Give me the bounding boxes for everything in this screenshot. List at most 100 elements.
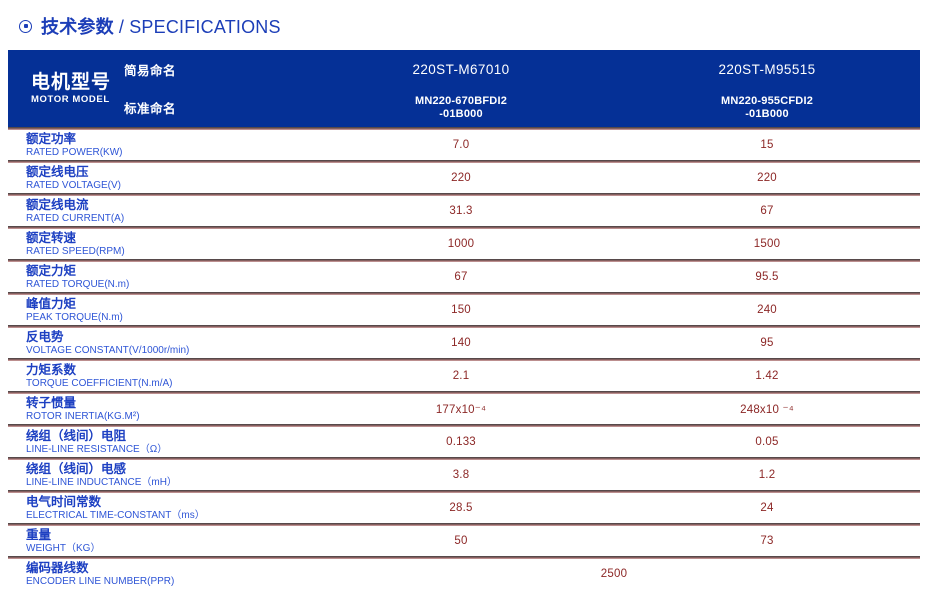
spec-label-zh: 绕组（线间）电感 bbox=[26, 461, 127, 476]
spec-label-zh: 峰值力矩 bbox=[26, 296, 77, 311]
motor-model-block: 电机型号 MOTOR MODEL bbox=[31, 72, 111, 105]
spec-value-col2: 1.2 bbox=[758, 469, 776, 481]
column-2-standard-name: MN220-955CFDI2 -01B000 bbox=[614, 89, 920, 128]
column-1-standard-name: MN220-670BFDI2 -01B000 bbox=[308, 89, 614, 128]
spec-value-col1: 3.8 bbox=[452, 469, 470, 481]
spec-label-en: ENCODER LINE NUMBER(PPR) bbox=[26, 575, 175, 587]
spec-label: 电气时间常数 ELECTRICAL TIME-CONSTANT（ms） bbox=[8, 493, 308, 523]
spec-label-zh: 额定功率 bbox=[26, 131, 77, 146]
table-row-electrical-time-constant: 电气时间常数 ELECTRICAL TIME-CONSTANT（ms） 28.5… bbox=[8, 493, 920, 523]
spec-label: 重量 WEIGHT（KG） bbox=[8, 526, 308, 556]
spec-value-col1: 67 bbox=[454, 271, 468, 283]
spec-value-col1: 28.5 bbox=[449, 502, 473, 514]
spec-value-col2: 95 bbox=[760, 337, 774, 349]
spec-label-en: LINE-LINE RESISTANCE（Ω） bbox=[26, 443, 168, 455]
spec-value-col1: 0.133 bbox=[446, 436, 476, 448]
table-header: 电机型号 MOTOR MODEL 简易命名 标准命名 220ST-M67010 … bbox=[8, 50, 920, 127]
spec-label-en: RATED POWER(KW) bbox=[26, 146, 123, 158]
page-title-zh: 技术参数 bbox=[41, 17, 114, 37]
spec-label-zh: 转子惯量 bbox=[26, 395, 77, 410]
spec-label-zh: 重量 bbox=[26, 527, 52, 542]
row-separator bbox=[8, 523, 920, 526]
specifications-table: 电机型号 MOTOR MODEL 简易命名 标准命名 220ST-M67010 … bbox=[8, 50, 920, 589]
spec-label: 额定功率 RATED POWER(KW) bbox=[8, 130, 308, 160]
page-title-en: / SPECIFICATIONS bbox=[118, 17, 281, 37]
spec-label-zh: 反电势 bbox=[26, 329, 64, 344]
spec-label: 反电势 VOLTAGE CONSTANT(V/1000r/min) bbox=[8, 328, 308, 358]
page-title: 技术参数 / SPECIFICATIONS bbox=[19, 13, 950, 39]
spec-label: 力矩系数 TORQUE COEFFICIENT(N.m/A) bbox=[8, 361, 308, 391]
spec-value-col2: 15 bbox=[760, 139, 774, 151]
spec-label-zh: 额定线电压 bbox=[26, 164, 89, 179]
row-separator bbox=[8, 259, 920, 262]
spec-label: 额定力矩 RATED TORQUE(N.m) bbox=[8, 262, 308, 292]
spec-value-col1: 140 bbox=[451, 337, 471, 349]
row-separator bbox=[8, 391, 920, 394]
table-row-encoder-line-number: 编码器线数 ENCODER LINE NUMBER(PPR) 2500 bbox=[8, 559, 920, 589]
spec-label-zh: 编码器线数 bbox=[26, 560, 89, 575]
spec-label: 转子惯量 ROTOR INERTIA(KG.M²) bbox=[8, 394, 308, 424]
row-separator bbox=[8, 160, 920, 163]
spec-value-col1: 2.1 bbox=[452, 370, 470, 382]
column-1-standard-line1: MN220-670BFDI2 bbox=[414, 94, 508, 107]
motor-model-en: MOTOR MODEL bbox=[31, 94, 110, 105]
spec-value-col2: 73 bbox=[760, 535, 774, 547]
naming-labels: 简易命名 标准命名 bbox=[124, 50, 176, 127]
spec-value-col2: 67 bbox=[760, 205, 774, 217]
spec-label-en: RATED VOLTAGE(V) bbox=[26, 179, 122, 191]
spec-value-col1: 31.3 bbox=[449, 205, 473, 217]
spec-value-col1: 7.0 bbox=[452, 139, 470, 151]
spec-label: 额定线电压 RATED VOLTAGE(V) bbox=[8, 163, 308, 193]
table-row-torque-coefficient: 力矩系数 TORQUE COEFFICIENT(N.m/A) 2.1 1.42 bbox=[8, 361, 920, 391]
row-separator bbox=[8, 457, 920, 460]
spec-label: 额定转速 RATED SPEED(RPM) bbox=[8, 229, 308, 259]
table-row-voltage-constant: 反电势 VOLTAGE CONSTANT(V/1000r/min) 140 95 bbox=[8, 328, 920, 358]
row-separator bbox=[8, 127, 920, 130]
standard-name-label: 标准命名 bbox=[124, 102, 177, 117]
spec-label-en: ROTOR INERTIA(KG.M²) bbox=[26, 410, 140, 422]
spec-value-col1: 150 bbox=[451, 304, 471, 316]
table-row-rated-power: 额定功率 RATED POWER(KW) 7.0 15 bbox=[8, 130, 920, 160]
spec-value-col1: 177x10⁻⁴ bbox=[435, 404, 487, 416]
row-separator bbox=[8, 226, 920, 229]
header-column-2: 220ST-M95515 MN220-955CFDI2 -01B000 bbox=[614, 50, 920, 127]
spec-label: 编码器线数 ENCODER LINE NUMBER(PPR) bbox=[8, 559, 308, 589]
table-row-peak-torque: 峰值力矩 PEAK TORQUE(N.m) 150 240 bbox=[8, 295, 920, 325]
header-column-1: 220ST-M67010 MN220-670BFDI2 -01B000 bbox=[308, 50, 614, 127]
row-separator bbox=[8, 358, 920, 361]
spec-label: 绕组（线间）电阻 LINE-LINE RESISTANCE（Ω） bbox=[8, 427, 308, 457]
spec-label-en: VOLTAGE CONSTANT(V/1000r/min) bbox=[26, 344, 190, 356]
spec-label-en: LINE-LINE INDUCTANCE（mH） bbox=[26, 476, 177, 488]
column-2-simple-name: 220ST-M95515 bbox=[718, 61, 816, 77]
row-separator bbox=[8, 424, 920, 427]
spec-value-col1: 220 bbox=[451, 172, 471, 184]
spec-value-col2: 1500 bbox=[753, 238, 781, 250]
spec-label-zh: 额定转速 bbox=[26, 230, 77, 245]
row-separator bbox=[8, 193, 920, 196]
spec-label-en: TORQUE COEFFICIENT(N.m/A) bbox=[26, 377, 173, 389]
spec-label: 额定线电流 RATED CURRENT(A) bbox=[8, 196, 308, 226]
row-separator bbox=[8, 490, 920, 493]
spec-label-en: RATED SPEED(RPM) bbox=[26, 245, 125, 257]
motor-model-zh: 电机型号 bbox=[31, 72, 112, 93]
page-title-text: 技术参数 / SPECIFICATIONS bbox=[41, 13, 281, 39]
table-row-rated-voltage: 额定线电压 RATED VOLTAGE(V) 220 220 bbox=[8, 163, 920, 193]
table-row-rated-speed: 额定转速 RATED SPEED(RPM) 1000 1500 bbox=[8, 229, 920, 259]
circled-dot-icon bbox=[19, 19, 32, 33]
row-separator bbox=[8, 556, 920, 559]
spec-value-col2: 1.42 bbox=[755, 370, 779, 382]
spec-label-en: ELECTRICAL TIME-CONSTANT（ms） bbox=[26, 509, 205, 521]
spec-value-col2: 24 bbox=[760, 502, 774, 514]
simple-name-label: 简易命名 bbox=[124, 63, 177, 78]
column-2-standard-line1: MN220-955CFDI2 bbox=[720, 94, 814, 107]
spec-value-col2: 220 bbox=[757, 172, 777, 184]
spec-label-zh: 额定线电流 bbox=[26, 197, 89, 212]
spec-label-zh: 额定力矩 bbox=[26, 263, 77, 278]
spec-label-zh: 绕组（线间）电阻 bbox=[26, 428, 127, 443]
row-separator bbox=[8, 292, 920, 295]
spec-label-zh: 力矩系数 bbox=[26, 362, 77, 377]
spec-label: 峰值力矩 PEAK TORQUE(N.m) bbox=[8, 295, 308, 325]
spec-label-en: RATED TORQUE(N.m) bbox=[26, 278, 130, 290]
spec-label-en: PEAK TORQUE(N.m) bbox=[26, 311, 123, 323]
header-motor-model-cell: 电机型号 MOTOR MODEL 简易命名 标准命名 bbox=[8, 50, 308, 127]
